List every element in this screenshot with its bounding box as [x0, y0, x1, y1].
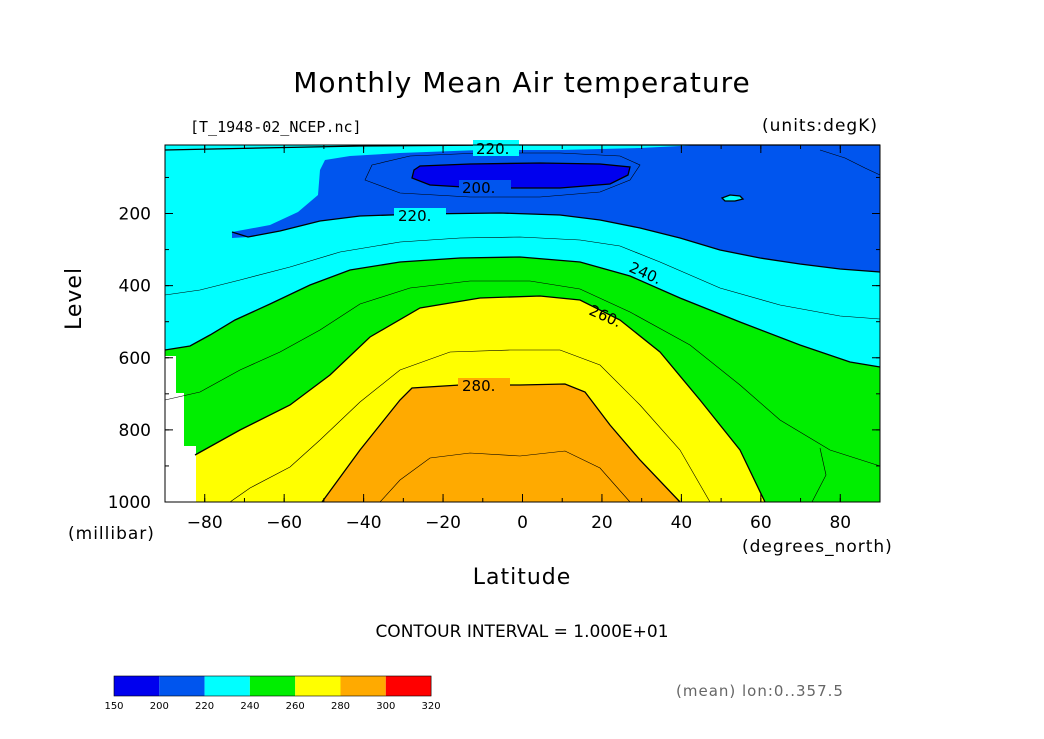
file-label: [T_1948-02_NCEP.nc]: [190, 118, 362, 136]
x-tick-label: 60: [750, 513, 772, 533]
contour-label: 220.: [476, 140, 509, 158]
contour-label: 220.: [398, 207, 431, 225]
contour-label-bg: [458, 378, 510, 394]
contour-280: [321, 383, 681, 503]
x-axis-title: Latitude: [472, 565, 572, 590]
units-label: (units:degK): [762, 116, 878, 136]
contour-labels: 220. 200. 220. 240. 260. 280.: [394, 140, 664, 395]
x-tick-label: −60: [266, 513, 302, 533]
colorbar-swatch: [249, 676, 296, 696]
colorbar-swatch: [385, 676, 432, 696]
x-tick-label: −40: [346, 513, 382, 533]
contour-label: 280.: [462, 377, 495, 395]
x-tick-label: 80: [829, 513, 851, 533]
y-tick-label: 1000: [108, 493, 151, 513]
missing-data-region: [165, 356, 196, 502]
contour-220-lower: [231, 212, 881, 273]
x-tick-label: 40: [671, 513, 693, 533]
contour-label: 200.: [462, 179, 495, 197]
contour-200: [411, 162, 631, 189]
colorbar-tick-label: 200: [150, 701, 169, 712]
band-200-220: [232, 145, 880, 272]
band-150-200: [412, 163, 630, 188]
y-tick-label: 600: [119, 349, 151, 369]
colorbar-tick-label: 150: [104, 701, 123, 712]
x-tick-label: −80: [187, 513, 223, 533]
chart-title: Monthly Mean Air temperature: [293, 66, 751, 99]
colorbar-swatch: [159, 676, 205, 696]
colorbar: 150 200 220 240 260 280 300 320: [104, 675, 441, 712]
x-tick-label: 20: [591, 513, 613, 533]
colorbar-tick-label: 240: [240, 701, 259, 712]
colorbar-tick-label: 280: [331, 701, 350, 712]
x-axis: −80 −60 −40 −20 0 20 40 60 80: [164, 145, 881, 533]
contour-220-patch: [720, 194, 745, 202]
colorbar-tick-label: 320: [422, 701, 441, 712]
intermediate-contours: [164, 149, 881, 503]
y-tick-label: 400: [119, 277, 151, 297]
colorbar-swatch: [340, 676, 386, 696]
contour-240: [164, 256, 881, 368]
x-tick-label: −20: [425, 513, 461, 533]
colorbar-swatch: [295, 676, 341, 696]
colorbar-frame: [113, 675, 432, 697]
colorbar-tick-label: 220: [195, 701, 214, 712]
y-axis: 200 400 600 800 1000: [108, 176, 880, 513]
y-axis-units: (millibar): [68, 524, 155, 544]
contour-260: [194, 295, 766, 503]
contour-label-bg: [459, 180, 511, 196]
colorbar-swatch: [204, 676, 250, 696]
y-tick-label: 800: [119, 421, 151, 441]
contour-label-bg: [473, 140, 519, 156]
colorbar-tick-label: 260: [286, 701, 305, 712]
band-280-300: [322, 384, 680, 502]
colorbar-tick-label: 300: [376, 701, 395, 712]
mean-note: (mean) lon:0..357.5: [676, 682, 844, 700]
x-axis-units: (degrees_north): [742, 537, 893, 557]
contour-label-bg: [394, 208, 446, 224]
colorbar-swatch: [114, 676, 160, 696]
y-tick-label: 200: [119, 205, 151, 225]
x-tick-label: 0: [517, 513, 528, 533]
contour-interval-note: CONTOUR INTERVAL = 1.000E+01: [375, 622, 669, 642]
